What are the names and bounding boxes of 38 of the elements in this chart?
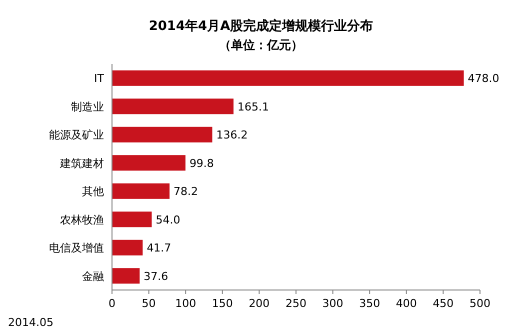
y-tick-label: 金融 xyxy=(82,270,104,283)
bar xyxy=(112,183,170,199)
chart-subtitle: （单位：亿元） xyxy=(219,38,303,52)
bar xyxy=(112,240,143,256)
y-tick-label: 制造业 xyxy=(71,100,104,114)
x-tick-label: 50 xyxy=(142,297,156,310)
bar xyxy=(112,126,212,142)
x-tick-label: 300 xyxy=(322,297,344,310)
y-tick-label: 建筑建材 xyxy=(59,156,104,170)
x-tick-label: 250 xyxy=(286,297,306,310)
data-label: 41.7 xyxy=(146,242,172,255)
data-label: 478.0 xyxy=(468,72,500,86)
y-tick-label: 其他 xyxy=(82,185,104,198)
data-label: 165.1 xyxy=(238,100,270,114)
data-label: 78.2 xyxy=(174,185,198,198)
y-tick-label: 能源及矿业 xyxy=(49,128,104,142)
bar xyxy=(112,98,234,114)
x-tick-label: 400 xyxy=(396,297,417,310)
data-label: 54.0 xyxy=(156,213,180,226)
data-label: 37.6 xyxy=(144,270,168,283)
x-tick-label: 0 xyxy=(108,297,116,310)
bar xyxy=(112,70,464,86)
bar xyxy=(112,212,152,228)
data-label: 136.2 xyxy=(216,128,248,142)
x-tick-label: 150 xyxy=(212,297,233,310)
x-tick-label: 350 xyxy=(359,297,380,310)
x-tick-label: 200 xyxy=(248,297,270,310)
y-tick-label: IT xyxy=(94,72,104,86)
bar xyxy=(112,155,186,171)
data-label: 99.8 xyxy=(189,156,214,170)
y-tick-label: 电信及增值 xyxy=(49,242,104,255)
x-tick-label: 450 xyxy=(432,297,454,310)
bar xyxy=(112,268,140,284)
y-tick-label: 农林牧渔 xyxy=(60,213,104,226)
text: 2014.05 xyxy=(8,316,54,329)
x-tick-label: 100 xyxy=(175,297,196,310)
chart-title: 2014年4月A股完成定增规模行业分布 xyxy=(148,18,374,34)
x-tick-label: 500 xyxy=(470,297,490,310)
